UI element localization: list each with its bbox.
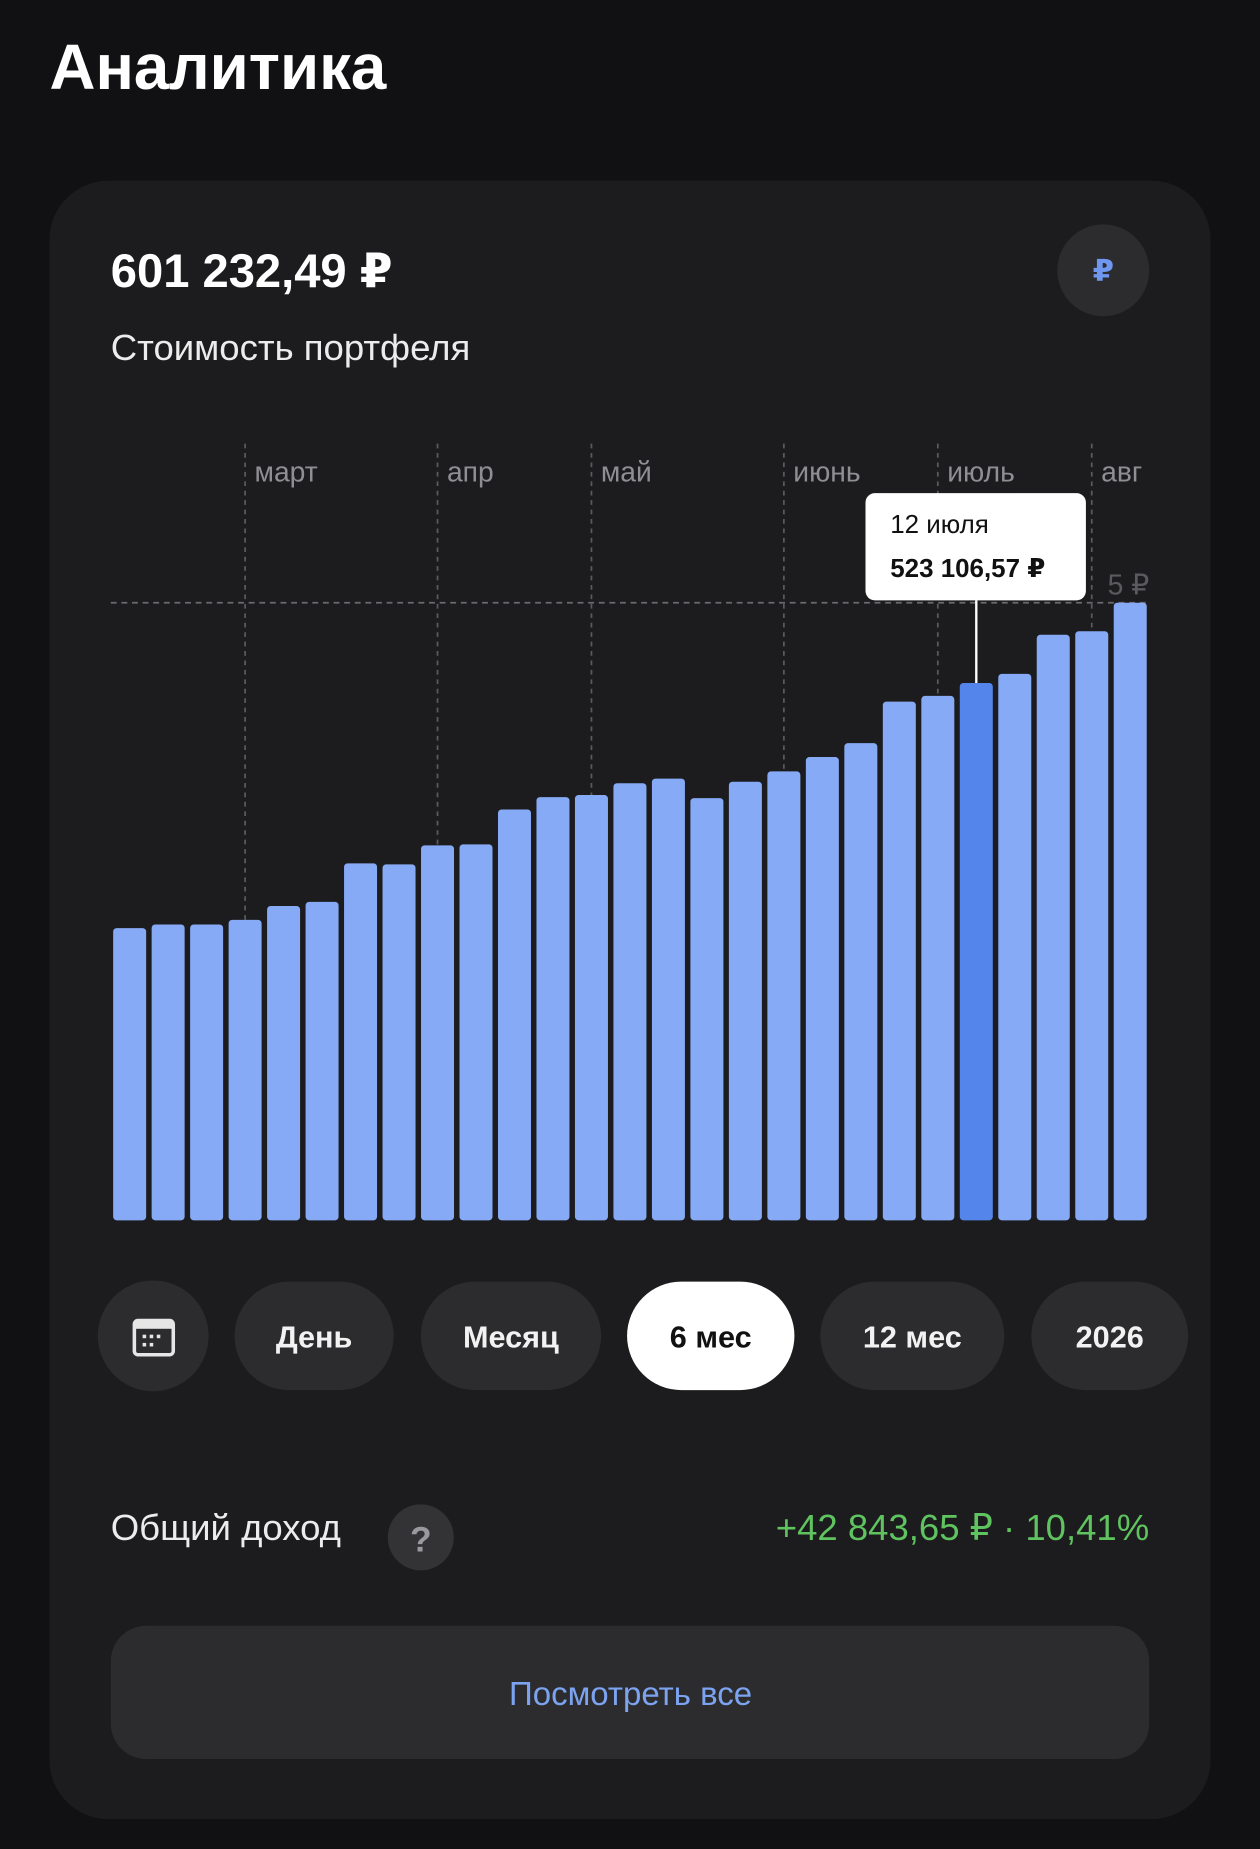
period-label: Месяц xyxy=(463,1321,559,1355)
bar[interactable] xyxy=(421,845,455,1221)
currency-button-bg xyxy=(1057,224,1150,317)
income-value: +42 843,65 ₽ · 10,41% xyxy=(776,1507,1149,1548)
bar[interactable] xyxy=(998,673,1032,1221)
period-label: 12 мес xyxy=(863,1321,962,1355)
month-label: апр xyxy=(447,455,494,487)
bar[interactable] xyxy=(921,695,955,1221)
period-selector: День Месяц 6 мес 12 мес 2026 xyxy=(97,1280,1189,1392)
calendar-button[interactable] xyxy=(97,1280,209,1392)
period-button-bg xyxy=(820,1281,1005,1391)
tooltip xyxy=(865,493,1086,601)
tooltip-date: 12 июля xyxy=(890,511,989,539)
period-label: 2026 xyxy=(1076,1321,1144,1355)
bar[interactable] xyxy=(228,919,262,1221)
bar[interactable] xyxy=(844,743,878,1221)
bar[interactable] xyxy=(113,928,147,1221)
period-button-bg xyxy=(234,1281,394,1391)
view-all-label: Посмотреть все xyxy=(509,1675,752,1712)
portfolio-value: 601 232,49 ₽ xyxy=(111,244,393,297)
bar[interactable] xyxy=(959,682,993,1221)
income-label: Общий доход xyxy=(111,1507,341,1548)
period-button-bg xyxy=(420,1281,602,1391)
portfolio-label: Стоимость портфеля xyxy=(111,327,471,368)
view-all-button[interactable]: Посмотреть все xyxy=(110,1625,1150,1759)
month-label: май xyxy=(601,455,652,487)
period-button-bg xyxy=(627,1281,795,1391)
chart: март апр май июнь июль авг 5 ₽ 12 июля 523 106,5… xyxy=(110,443,1150,1221)
period-label: 6 мес xyxy=(670,1321,752,1355)
bar[interactable] xyxy=(151,924,185,1221)
bar[interactable] xyxy=(459,844,493,1221)
bar[interactable] xyxy=(344,863,378,1221)
calendar-icon-dots xyxy=(142,1334,161,1347)
bar[interactable] xyxy=(190,924,224,1221)
help-button[interactable]: ? xyxy=(387,1504,454,1571)
bar[interactable] xyxy=(690,798,724,1221)
tooltip-value: 523 106,57 ₽ xyxy=(890,555,1045,583)
calendar-icon-top xyxy=(134,1320,174,1329)
bar[interactable] xyxy=(767,771,801,1221)
bar[interactable] xyxy=(882,701,916,1221)
bar[interactable] xyxy=(1075,631,1109,1221)
bar[interactable] xyxy=(497,809,531,1221)
bar[interactable] xyxy=(1113,602,1147,1221)
bar[interactable] xyxy=(536,797,570,1221)
bar[interactable] xyxy=(382,864,416,1221)
month-label: авг xyxy=(1101,455,1142,487)
reference-label: 5 ₽ xyxy=(1108,568,1150,600)
help-button-bg xyxy=(387,1504,454,1571)
bar[interactable] xyxy=(728,781,762,1221)
view-all-button-bg xyxy=(110,1625,1150,1759)
bar[interactable] xyxy=(574,795,608,1221)
period-button[interactable]: Месяц xyxy=(420,1281,602,1391)
month-label: март xyxy=(255,455,318,487)
help-icon: ? xyxy=(410,1521,432,1560)
currency-button[interactable]: ₽ xyxy=(1057,224,1150,317)
currency-symbol: ₽ xyxy=(1093,254,1114,288)
bar[interactable] xyxy=(613,783,647,1221)
bar[interactable] xyxy=(267,906,301,1221)
period-button[interactable]: 12 мес xyxy=(820,1281,1005,1391)
bar[interactable] xyxy=(805,757,839,1221)
period-button[interactable]: 6 мес xyxy=(627,1281,795,1391)
period-button-bg xyxy=(1031,1281,1189,1391)
month-label: июль xyxy=(947,455,1015,487)
page-title: Аналитика xyxy=(50,32,387,103)
period-label: День xyxy=(276,1321,353,1355)
bar[interactable] xyxy=(1036,634,1070,1221)
month-label: июнь xyxy=(793,455,860,487)
period-button[interactable]: 2026 xyxy=(1031,1281,1189,1391)
bar[interactable] xyxy=(651,778,685,1221)
period-button[interactable]: День xyxy=(234,1281,394,1391)
bar[interactable] xyxy=(305,901,339,1221)
